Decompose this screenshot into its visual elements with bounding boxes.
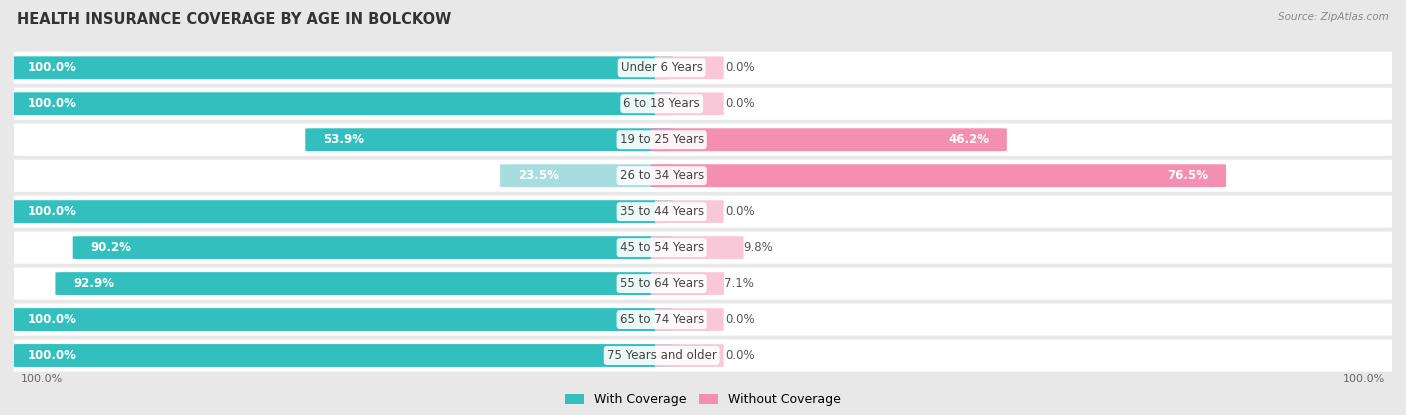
Text: HEALTH INSURANCE COVERAGE BY AGE IN BOLCKOW: HEALTH INSURANCE COVERAGE BY AGE IN BOLC… [17,12,451,27]
FancyBboxPatch shape [10,195,1396,228]
Text: 0.0%: 0.0% [725,61,755,74]
Text: 0.0%: 0.0% [725,313,755,326]
Text: 26 to 34 Years: 26 to 34 Years [620,169,704,182]
Text: 9.8%: 9.8% [744,241,773,254]
Text: 45 to 54 Years: 45 to 54 Years [620,241,704,254]
Text: 100.0%: 100.0% [21,374,63,384]
Text: 92.9%: 92.9% [73,277,114,290]
FancyBboxPatch shape [10,339,1396,371]
FancyBboxPatch shape [10,88,1396,120]
FancyBboxPatch shape [10,268,1396,300]
FancyBboxPatch shape [10,124,1396,156]
Text: 55 to 64 Years: 55 to 64 Years [620,277,704,290]
Text: 23.5%: 23.5% [517,169,558,182]
FancyBboxPatch shape [10,200,672,223]
FancyBboxPatch shape [10,344,672,367]
Text: 75 Years and older: 75 Years and older [607,349,717,362]
Text: 100.0%: 100.0% [1343,374,1385,384]
FancyBboxPatch shape [73,236,672,259]
FancyBboxPatch shape [10,308,672,331]
FancyBboxPatch shape [655,56,724,79]
Legend: With Coverage, Without Coverage: With Coverage, Without Coverage [565,393,841,406]
FancyBboxPatch shape [10,232,1396,264]
FancyBboxPatch shape [655,308,724,331]
Text: 0.0%: 0.0% [725,97,755,110]
FancyBboxPatch shape [655,344,724,367]
FancyBboxPatch shape [655,200,724,223]
FancyBboxPatch shape [651,272,724,295]
Text: Source: ZipAtlas.com: Source: ZipAtlas.com [1278,12,1389,22]
Text: 0.0%: 0.0% [725,349,755,362]
Text: 65 to 74 Years: 65 to 74 Years [620,313,704,326]
Text: Under 6 Years: Under 6 Years [620,61,703,74]
FancyBboxPatch shape [10,56,672,79]
Text: 46.2%: 46.2% [948,133,988,146]
Text: 7.1%: 7.1% [724,277,754,290]
FancyBboxPatch shape [55,272,672,295]
FancyBboxPatch shape [10,92,672,115]
Text: 6 to 18 Years: 6 to 18 Years [623,97,700,110]
Text: 53.9%: 53.9% [323,133,364,146]
Text: 19 to 25 Years: 19 to 25 Years [620,133,704,146]
FancyBboxPatch shape [651,128,1007,151]
FancyBboxPatch shape [651,164,1226,187]
FancyBboxPatch shape [655,93,724,115]
Text: 0.0%: 0.0% [725,205,755,218]
FancyBboxPatch shape [10,160,1396,192]
Text: 76.5%: 76.5% [1167,169,1208,182]
FancyBboxPatch shape [651,236,744,259]
Text: 35 to 44 Years: 35 to 44 Years [620,205,704,218]
Text: 90.2%: 90.2% [90,241,132,254]
Text: 100.0%: 100.0% [28,313,77,326]
FancyBboxPatch shape [305,128,672,151]
Text: 100.0%: 100.0% [28,205,77,218]
FancyBboxPatch shape [10,52,1396,84]
FancyBboxPatch shape [10,303,1396,336]
Text: 100.0%: 100.0% [28,61,77,74]
Text: 100.0%: 100.0% [28,97,77,110]
FancyBboxPatch shape [501,164,672,187]
Text: 100.0%: 100.0% [28,349,77,362]
